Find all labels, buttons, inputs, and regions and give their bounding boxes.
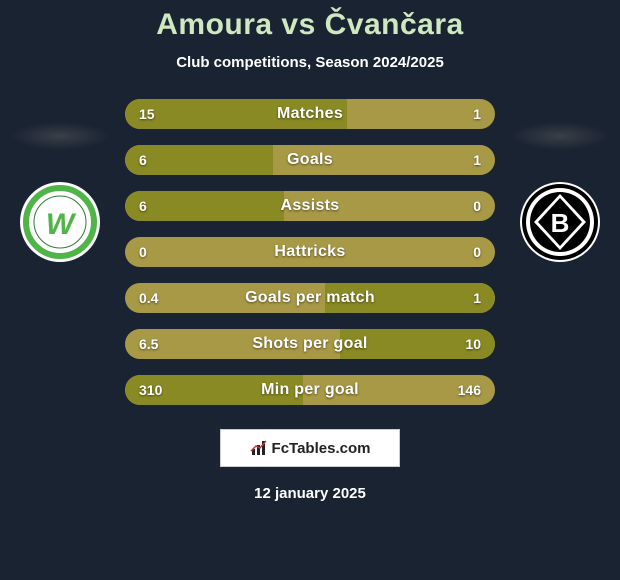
stat-label: Goals per match: [125, 289, 495, 307]
wolfsburg-logo-icon: W: [20, 182, 100, 262]
stat-value-right: 0: [473, 198, 481, 214]
stat-row: 310Min per goal146: [125, 375, 495, 405]
stat-value-right: 10: [465, 336, 481, 352]
stat-row: 6Goals1: [125, 145, 495, 175]
stat-label: Goals: [125, 151, 495, 169]
stat-row: 0.4Goals per match1: [125, 283, 495, 313]
stat-value-right: 146: [458, 382, 481, 398]
team-badge-left: W: [20, 182, 100, 262]
svg-text:W: W: [46, 208, 77, 241]
stat-value-right: 1: [473, 152, 481, 168]
svg-text:B: B: [551, 208, 570, 238]
subtitle: Club competitions, Season 2024/2025: [176, 54, 444, 71]
stats-bars: 15Matches16Goals16Assists00Hattricks00.4…: [125, 99, 495, 405]
team-badge-right: B: [520, 182, 600, 262]
comparison-card: Amoura vs Čvančara Club competitions, Se…: [0, 0, 620, 580]
shadow-left: [10, 122, 110, 150]
stat-value-right: 0: [473, 244, 481, 260]
stat-label: Assists: [125, 197, 495, 215]
branding-text: FcTables.com: [272, 440, 371, 457]
gladbach-logo-icon: B: [520, 182, 600, 262]
chart-icon: [250, 439, 268, 457]
stat-label: Matches: [125, 105, 495, 123]
branding-badge: FcTables.com: [220, 429, 400, 467]
stat-label: Hattricks: [125, 243, 495, 261]
stat-row: 6Assists0: [125, 191, 495, 221]
page-title: Amoura vs Čvančara: [156, 8, 463, 42]
shadow-right: [510, 122, 610, 150]
stat-row: 6.5Shots per goal10: [125, 329, 495, 359]
stat-label: Shots per goal: [125, 335, 495, 353]
stat-row: 15Matches1: [125, 99, 495, 129]
stat-label: Min per goal: [125, 381, 495, 399]
date-label: 12 january 2025: [254, 485, 366, 502]
stat-row: 0Hattricks0: [125, 237, 495, 267]
stat-value-right: 1: [473, 290, 481, 306]
stat-value-right: 1: [473, 106, 481, 122]
